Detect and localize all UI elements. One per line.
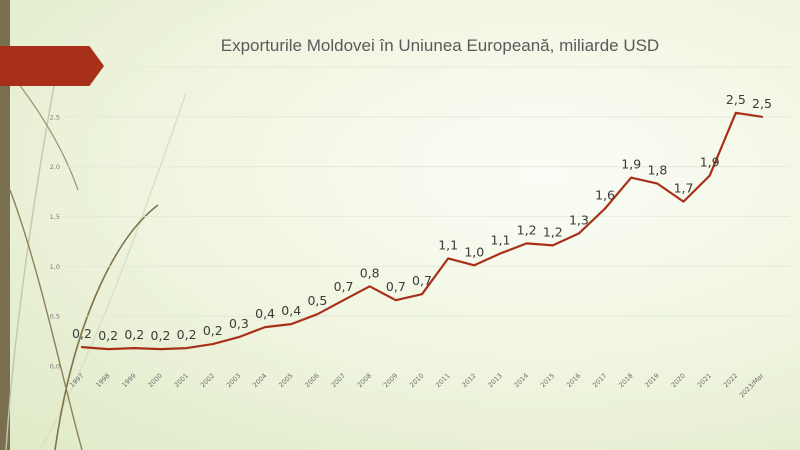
data-label: 0,2 [72, 326, 92, 341]
data-label: 1,8 [647, 163, 667, 178]
x-tick-label: 2020 [670, 372, 687, 389]
y-tick-label: 2,0 [50, 163, 60, 171]
data-label: 2,5 [726, 92, 746, 107]
x-tick-label: 2007 [330, 372, 347, 389]
data-label: 0,4 [255, 306, 275, 321]
data-label: 1,0 [464, 244, 484, 259]
decor-curve-3 [54, 204, 159, 450]
x-tick-label: 2021 [696, 372, 713, 389]
data-label: 0,2 [203, 323, 223, 338]
data-labels: 0,2 0,2 0,2 0,2 0,2 0,2 0,3 0,4 0,4 0,5 0,7 0,8 0,7 0… [72, 92, 772, 343]
x-axis-ticks: 1997 1998 1999 2000 2001 2002 2003 2004 2005 2006… [68, 372, 766, 400]
data-label: 0,5 [307, 293, 327, 308]
data-label: 0,7 [386, 279, 406, 294]
data-label: 0,7 [412, 273, 432, 288]
x-tick-label: 1998 [94, 372, 111, 389]
y-tick-label: 2,5 [50, 113, 60, 121]
decorative-curves [5, 64, 187, 450]
data-label: 0,2 [98, 328, 118, 343]
data-label: 0,8 [360, 265, 380, 280]
x-tick-label: 2011 [434, 372, 451, 389]
x-tick-label: 2000 [147, 372, 164, 389]
x-tick-label: 2017 [591, 372, 608, 389]
x-tick-label: 1997 [68, 372, 85, 389]
data-label: 0,2 [124, 327, 144, 342]
data-label: 0,2 [151, 328, 171, 343]
data-label: 1,1 [491, 232, 511, 247]
data-label: 2,5 [752, 96, 772, 111]
x-tick-label: 2018 [617, 372, 634, 389]
data-label: 1,1 [438, 237, 458, 252]
y-tick-label: 0,5 [50, 313, 60, 321]
data-label: 1,2 [543, 224, 563, 239]
y-tick-label: 1,0 [50, 263, 60, 271]
data-label: 0,3 [229, 316, 249, 331]
x-tick-label: 2019 [643, 372, 660, 389]
x-tick-label: 2022 [722, 372, 739, 389]
data-label: 0,2 [177, 327, 197, 342]
x-tick-label: 2023/Mar [738, 372, 766, 400]
data-label: 1,7 [674, 181, 694, 196]
x-tick-label: 2014 [513, 372, 530, 389]
decor-curve-4 [9, 189, 83, 450]
y-tick-label: 1,5 [50, 213, 60, 221]
chart-title: Exporturile Moldovei în Uniunea European… [220, 36, 660, 55]
decor-curve-1 [39, 92, 187, 450]
x-tick-label: 2003 [225, 372, 242, 389]
decor-curve-5 [7, 69, 79, 191]
data-label: 1,9 [621, 157, 641, 172]
x-tick-label: 2012 [460, 372, 477, 389]
x-tick-label: 2016 [565, 372, 582, 389]
data-label: 1,6 [595, 188, 615, 203]
left-accent-bar [0, 0, 10, 450]
x-tick-label: 2010 [408, 372, 425, 389]
x-tick-label: 2006 [303, 372, 320, 389]
x-tick-label: 2004 [251, 372, 268, 389]
data-label: 0,7 [334, 279, 354, 294]
y-axis-ticks: 0,00,51,01,52,02,53,0 [50, 64, 60, 371]
decor-curve-2 [5, 64, 59, 450]
data-label: 1,3 [569, 212, 589, 227]
data-label: 1,2 [517, 222, 537, 237]
grid-lines [62, 66, 790, 317]
x-tick-label: 2001 [173, 372, 190, 389]
series-line [80, 111, 764, 351]
x-tick-label: 2009 [382, 372, 399, 389]
data-label: 0,4 [281, 303, 301, 318]
x-tick-label: 2002 [199, 372, 216, 389]
title-accent-arrow [0, 46, 104, 86]
x-tick-label: 2013 [487, 372, 504, 389]
data-label: 1,9 [700, 155, 720, 170]
x-tick-label: 2005 [277, 372, 294, 389]
y-tick-label: 0,0 [50, 363, 60, 371]
x-tick-label: 1999 [120, 372, 137, 389]
x-tick-label: 2015 [539, 372, 556, 389]
x-tick-label: 2008 [356, 372, 373, 389]
